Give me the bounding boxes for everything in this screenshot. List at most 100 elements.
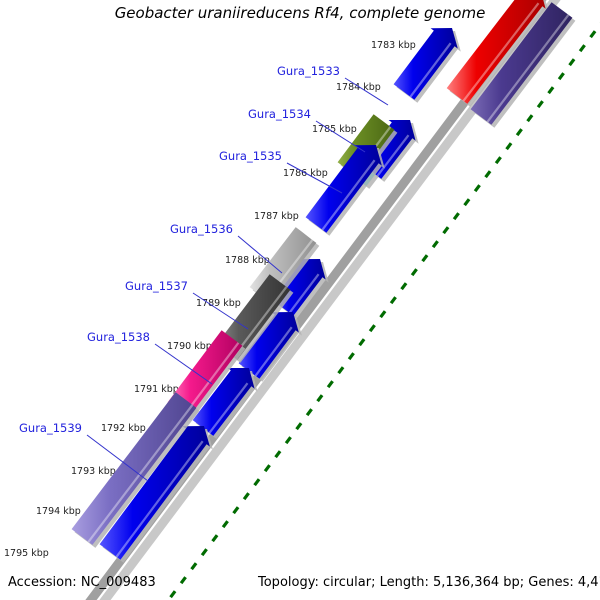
gene-leader-gura_1535 [286,162,343,194]
ruler-dash-track [169,21,600,599]
ruler-dash [473,184,481,193]
ruler-dash [337,366,345,375]
feature-blue-1537b-highlight [254,326,293,377]
genome-summary-status: Topology: circular; Length: 5,136,364 bp… [257,575,600,590]
ruler-dash [526,114,534,123]
accession-status: Accession: NC_009483 [8,575,156,590]
ruler-tick-label: 1783 kbp [371,40,416,51]
gene-label-gura_1533[interactable]: Gura_1533 [277,64,340,78]
ruler-dash [431,240,439,249]
ruler-tick-label: 1791 kbp [134,384,179,395]
page-title: Geobacter uraniireducens Rf4, complete g… [115,4,486,22]
ruler-tick-label: 1792 kbp [101,423,146,434]
ruler-dash [232,506,240,515]
ruler-dash [389,296,397,305]
gene-leader-gura_1538 [154,343,213,385]
ruler-dash [253,478,261,487]
ruler-tick-label: 1788 kbp [225,255,270,266]
gene-leader-gura_1536 [237,235,283,274]
ruler-dash [200,548,208,557]
ruler-dash [295,422,303,431]
ruler-dash [484,170,492,179]
ruler-dash [505,142,513,151]
ruler-dash [421,254,429,263]
feature-red-top[interactable] [446,0,549,107]
ruler-dash [211,534,219,543]
ruler-dash [589,30,597,39]
gene-label-gura_1538[interactable]: Gura_1538 [87,330,150,344]
ruler-dash [326,380,334,389]
gene-bar-gura_1539[interactable] [71,392,200,548]
ruler-dash [368,324,376,333]
gene-bar-gura_1537-body[interactable] [216,274,291,360]
ruler-dash [452,212,460,221]
ruler-dash [494,156,502,165]
ruler-dash [568,58,576,67]
gene-bar-gura_1535-body[interactable] [305,145,382,233]
gene-leader-gura_1533 [344,77,389,106]
feature-blue-1538b-body[interactable] [192,368,255,436]
ruler-dash [379,310,387,319]
ruler-dash [463,198,471,207]
gene-label-gura_1539[interactable]: Gura_1539 [19,421,82,435]
gene-bar-gura_1538[interactable] [167,330,246,421]
gene-leader-gura_1539 [86,434,149,482]
ruler-dash [442,226,450,235]
ruler-dash [284,436,292,445]
gene-label-gura_1534[interactable]: Gura_1534 [248,107,311,121]
ruler-dash [536,100,544,109]
feature-blue-1537b[interactable] [238,312,302,382]
gene-label-gura_1535[interactable]: Gura_1535 [219,149,282,163]
gene-label-gura_1536[interactable]: Gura_1536 [170,222,233,236]
feature-blue-1538b-highlight [208,382,249,434]
feature-blue-1535b-highlight [376,134,410,177]
gene-leader-line-layer [86,77,389,482]
gene-leader-gura_1537 [192,292,249,330]
gene-feature-layer[interactable] [71,28,461,548]
gene-bar-gura_1538-highlight [183,342,240,416]
feature-red-top-body[interactable] [446,0,546,104]
ruler-tick-label: 1784 kbp [336,82,381,93]
ruler-dash [316,394,324,403]
gene-bar-gura_1535-highlight [321,159,376,231]
ruler-dash [305,408,313,417]
ruler-dash [578,44,586,53]
gene-bar-gura_1539-highlight [87,404,194,543]
gene-bar-gura_1538-body[interactable] [167,330,243,418]
ruler-dash [557,72,565,81]
ruler-dash [221,520,229,529]
gene-bar-gura_1537-highlight [232,286,288,358]
ruler-dash [347,352,355,361]
gene-label-gura_1537[interactable]: Gura_1537 [125,279,188,293]
gene-bar-gura_1539-body[interactable] [71,392,197,545]
feature-purple-top-body[interactable] [470,2,573,125]
feature-blue-1537b-body[interactable] [238,312,299,379]
ruler-dash [242,492,250,501]
feature-blue-1539b[interactable] [99,426,213,563]
ruler-dash [400,282,408,291]
gene-bar-gura_1535[interactable] [305,145,385,236]
ruler-tick-label: 1785 kbp [312,124,357,135]
ruler-tick-label: 1795 kbp [4,548,49,559]
feature-blue-1539b-body[interactable] [99,426,210,560]
feature-blue-1538b[interactable] [192,368,258,439]
gene-label-layer[interactable]: Gura_1533 Gura_1534 Gura_1535 Gura_1536 Gura… [19,64,340,435]
unlabeled-feature-layer[interactable] [99,0,576,563]
feature-purple-top[interactable] [470,2,576,128]
ruler-dash [515,128,523,137]
gene-leader-gura_1534 [315,120,366,153]
ruler-dash [169,590,177,599]
ruler-tick-label: 1790 kbp [167,341,212,352]
ruler-tick-label: 1794 kbp [36,506,81,517]
ruler-tick-label: 1789 kbp [196,298,241,309]
feature-blue-1536b-highlight [288,273,320,314]
gene-bar-gura_1533-body[interactable] [393,28,458,100]
ruler-tick-label: 1793 kbp [71,466,116,477]
gene-bar-gura_1537[interactable] [216,274,294,363]
ruler-dash [358,338,366,347]
gene-bar-gura_1533[interactable] [393,28,461,103]
ruler-dash [547,86,555,95]
